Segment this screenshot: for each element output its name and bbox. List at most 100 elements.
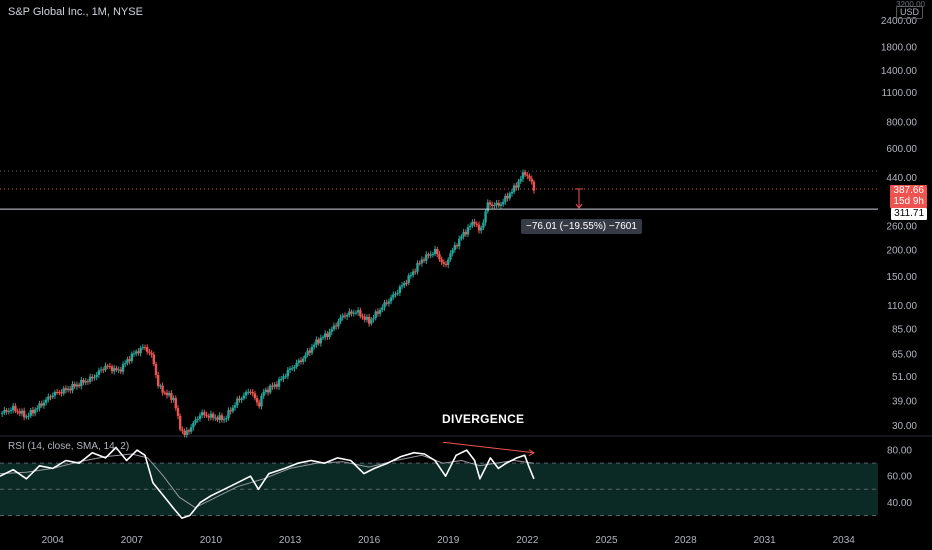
candle-body [218,415,221,420]
candle-body [181,429,184,431]
candle-body [27,415,30,417]
candle-body [523,172,527,176]
candle-body [471,221,474,226]
measure-label: −76.01 (−19.55%) −7601 [521,219,642,234]
candle-body [22,410,26,418]
candle-body [429,254,432,256]
candle-body [286,370,290,377]
time-axis[interactable]: 2004 2007 2010 2013 2016 2019 2022 2025 2028 2031… [42,535,856,546]
rsi-title: RSI (14, close, SMA, 14, 2) [8,441,130,452]
candle-body [517,181,520,188]
candle-body [526,175,529,177]
candle-body [394,293,397,295]
candle-body [462,231,465,237]
candle-body [53,392,57,396]
candle-body [440,259,443,263]
candle-body [455,245,459,247]
candle-body [176,408,180,416]
candle-body [69,388,72,391]
candle-body [381,307,384,310]
candle-body [143,347,147,349]
candle-body [411,271,415,276]
candle-body [137,351,140,354]
candle-body [442,262,446,264]
candle-body [273,384,276,387]
rsi-axis[interactable]: 40.00 60.00 80.00 [887,446,912,509]
candle-body [251,391,254,394]
candle-body [126,359,129,364]
candle-body [71,384,74,391]
rsi-ma-line [0,453,534,509]
candle-body [383,302,386,308]
candle-body [341,315,344,318]
candle-body [297,360,301,363]
candle-body [532,181,536,191]
candle-body [7,411,10,413]
candlestick-series [0,169,536,438]
candle-body [460,236,463,239]
currency-badge[interactable]: USD [895,6,923,19]
candle-body [106,365,109,367]
candle-body [5,410,8,412]
candle-body [167,393,171,396]
candle-body [323,333,327,338]
candle-body [458,238,461,247]
candle-body [354,312,358,314]
candle-body [312,344,316,347]
candle-body [115,368,118,370]
time-tick-label: 2022 [516,535,539,546]
candle-body [299,360,303,362]
candle-body [97,370,101,375]
candle-body [185,430,188,435]
candle-body [148,351,151,353]
candle-body [352,312,355,314]
candle-body [339,317,342,322]
candle-body [99,369,103,371]
candle-body [163,392,166,394]
candle-body [409,275,413,277]
candle-body [392,294,395,298]
candle-body [280,378,283,380]
candle-body [205,414,208,416]
candle-body [284,376,287,378]
candle-body [328,331,331,337]
candle-body [416,263,419,272]
candle-body [84,381,87,383]
candle-body [479,227,483,231]
candle-body [247,391,250,393]
candle-body [293,366,296,369]
price-tick-label: 110.00 [887,301,917,312]
candle-body [203,412,206,415]
candle-body [508,193,511,199]
time-tick-label: 2034 [833,535,856,546]
price-axis[interactable]: 30.00 39.00 51.00 65.00 85.00 110.00 150.00 200… [881,16,918,432]
candle-body [361,316,364,318]
candle-body [356,310,360,313]
candle-body [82,380,85,383]
candle-body [515,185,518,188]
candle-body [154,364,158,375]
candle-body [370,319,373,324]
candle-body [453,245,457,250]
candle-body [36,408,39,410]
candle-body [425,254,428,261]
candle-body [506,195,509,199]
divergence-annotation: DIVERGENCE [442,412,525,426]
candle-body [55,392,59,394]
candle-body [42,402,46,406]
candle-body [207,415,210,418]
price-tick-label: 65.00 [892,349,917,360]
price-tick-label: 150.00 [886,272,917,283]
candle-body [229,410,232,412]
horizontal-levels [0,170,878,210]
candle-body [95,374,98,378]
candle-body [146,347,149,352]
candle-body [378,309,382,314]
candle-body [372,318,375,320]
candle-body [130,353,134,362]
candle-body [216,417,219,420]
time-tick-label: 2013 [279,535,302,546]
candle-body [376,311,380,314]
candle-body [436,249,439,255]
